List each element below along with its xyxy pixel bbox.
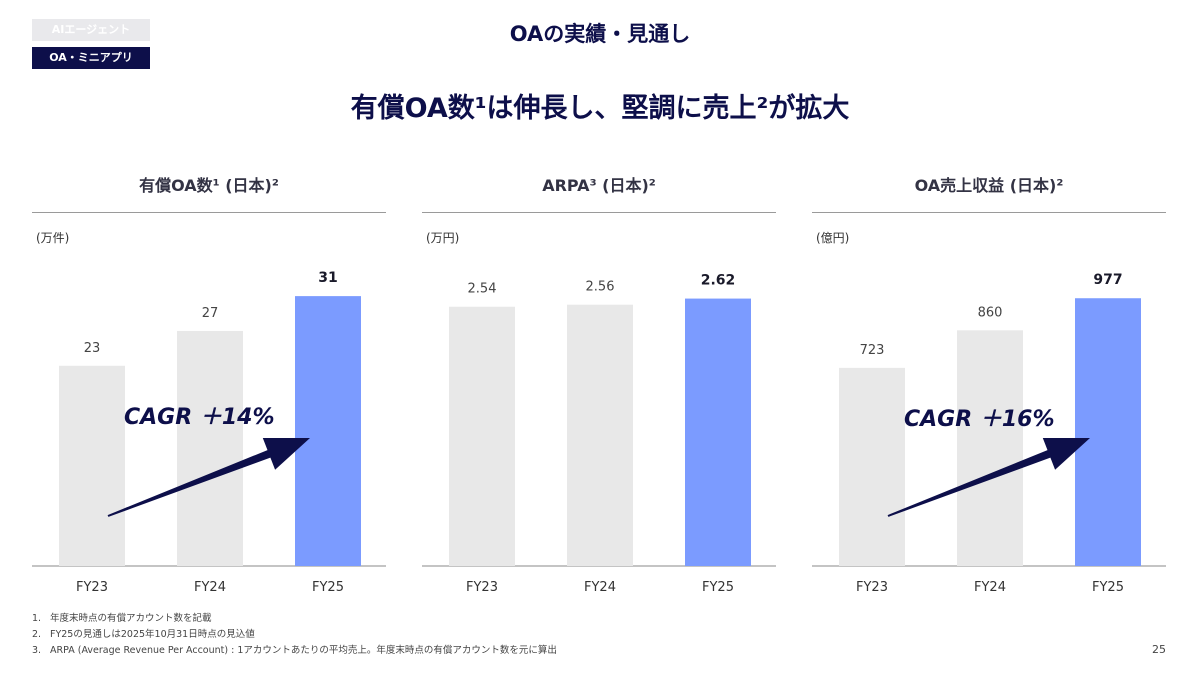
title-divider	[812, 212, 1166, 213]
bar-fy24	[177, 330, 243, 566]
unit-label: (万件)	[36, 231, 70, 245]
tag-ai-agent: AIエージェント	[32, 19, 150, 41]
title-divider	[32, 212, 386, 213]
chart-panel-oa-revenue: OA売上収益 (日本)² (億円) 723 FY23 860 FY24 977 FY25 C…	[812, 172, 1166, 602]
value-label: 31	[318, 270, 337, 286]
page-number: 25	[1152, 643, 1166, 656]
growth-arrow-icon	[107, 438, 310, 517]
footnote-1: 1. 年度末時点の有償アカウント数を記載	[32, 613, 212, 624]
bar-fy23	[449, 306, 515, 566]
unit-label: (万円)	[426, 231, 460, 245]
chart-title: 有償OA数¹ (日本)²	[139, 176, 279, 195]
footnotes: 1. 年度末時点の有償アカウント数を記載 2. FY25の見通しは2025年10月3…	[32, 611, 557, 659]
value-label: 977	[1093, 272, 1122, 288]
bar-fy25	[295, 296, 361, 566]
headline: 有償OA数¹は伸長し、堅調に売上²が拡大	[350, 93, 850, 124]
category-label: FY24	[194, 580, 226, 595]
category-label: FY25	[312, 580, 344, 595]
chart-panel-paid-oa: 有償OA数¹ (日本)² (万件) 23 FY23 27 FY24 31 FY25 CAGR…	[32, 172, 386, 602]
chart-panel-arpa: ARPA³ (日本)² (万円) 2.54 FY23 2.56 FY24 2.62 FY2…	[422, 172, 776, 602]
category-label: FY24	[974, 580, 1006, 595]
bar-fy24	[567, 304, 633, 566]
category-label: FY25	[1092, 580, 1124, 595]
page-title: OAの実績・見通し	[509, 22, 691, 46]
bar-fy23	[839, 367, 905, 566]
bar-chart-arpa: 2.54 FY23 2.56 FY24 2.62 FY25	[422, 273, 776, 595]
footnote-2: 2. FY25の見通しは2025年10月31日時点の見込値	[32, 629, 255, 640]
value-label: 2.56	[586, 280, 615, 295]
category-label: FY24	[584, 580, 616, 595]
chart-title: ARPA³ (日本)²	[542, 176, 656, 195]
unit-label: (億円)	[816, 231, 850, 245]
tag-oa-miniapp: OA・ミニアプリ	[32, 47, 150, 69]
category-label: FY23	[76, 580, 108, 595]
bar-fy25	[1075, 298, 1141, 566]
cagr-label: CAGR ＋14%	[124, 405, 275, 430]
value-label: 860	[978, 305, 1003, 320]
value-label: 23	[84, 341, 101, 356]
category-label: FY25	[702, 580, 734, 595]
bar-fy23	[59, 365, 125, 566]
title-divider	[422, 212, 776, 213]
cagr-label: CAGR ＋16%	[904, 407, 1055, 432]
value-label: 2.54	[468, 282, 497, 297]
value-label: 723	[860, 343, 885, 358]
bar-fy24	[957, 330, 1023, 566]
value-label: 27	[202, 306, 219, 321]
category-label: FY23	[856, 580, 888, 595]
value-label: 2.62	[701, 273, 736, 289]
chart-title: OA売上収益 (日本)²	[914, 176, 1064, 195]
growth-arrow-icon	[887, 438, 1090, 517]
bar-chart-oa-revenue: 723 FY23 860 FY24 977 FY25 CAGR ＋16%	[812, 272, 1166, 595]
bar-fy25	[685, 298, 751, 566]
category-label: FY23	[466, 580, 498, 595]
footnote-3: 3. ARPA (Average Revenue Per Account) : 1…	[32, 645, 557, 656]
bar-chart-paid-oa: 23 FY23 27 FY24 31 FY25 CAGR ＋14%	[32, 270, 386, 595]
